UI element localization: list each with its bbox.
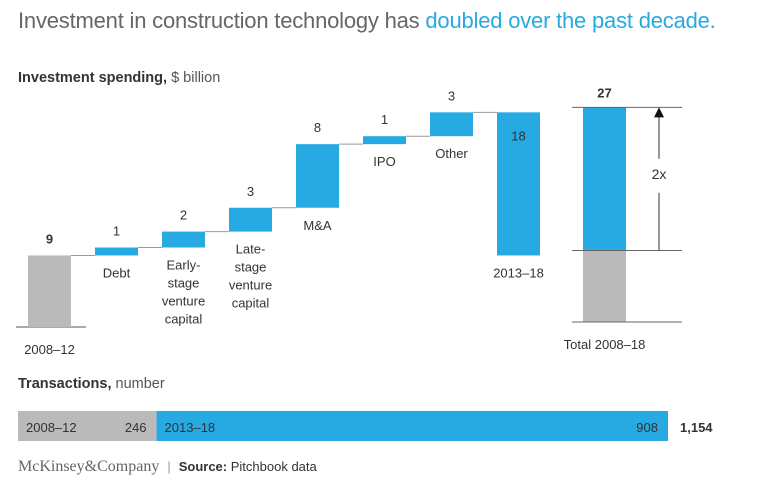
- category-label-step-1: venture: [162, 294, 205, 309]
- bar-step-5: [430, 112, 473, 137]
- bar-step-4: [363, 136, 406, 145]
- transactions-segment-value: 246: [125, 420, 147, 435]
- title-highlight: doubled over the past decade.: [425, 8, 716, 33]
- bar-step-1: [162, 231, 205, 248]
- mckinsey-logo: McKinsey&Company: [18, 458, 160, 475]
- category-label-step-3: M&A: [303, 218, 332, 233]
- bar-2013-18: [497, 112, 540, 256]
- chart-title: Investment in construction technology ha…: [18, 8, 716, 34]
- value-label-step-0: 1: [113, 224, 120, 239]
- source-text: Pitchbook data: [230, 459, 317, 474]
- category-label-step-0: Debt: [103, 265, 131, 280]
- category-label-step-2: capital: [232, 296, 270, 311]
- category-label-step-5: Other: [435, 146, 468, 161]
- category-label-step-1: capital: [165, 312, 203, 327]
- category-label-step-1: Early-: [167, 258, 201, 273]
- value-label-step-4: 1: [381, 112, 388, 127]
- transactions-segment-2013–18: [156, 411, 668, 441]
- transactions-subtitle: Transactions, number: [18, 376, 165, 392]
- bar-2008-12: [28, 255, 71, 327]
- total-category-label: Total 2008–18: [564, 337, 646, 352]
- value-label-step-2: 3: [247, 184, 254, 199]
- transactions-segment-2008–12: [18, 411, 157, 441]
- transactions-segment-value: 908: [636, 420, 658, 435]
- transactions-title: Transactions,: [18, 376, 112, 392]
- footer: McKinsey&Company | Source: Pitchbook data: [18, 458, 317, 475]
- investment-subtitle: Investment spending, $ billion: [18, 70, 220, 86]
- category-label-step-2: stage: [235, 260, 267, 275]
- value-label-step-5: 3: [448, 88, 455, 103]
- bar-step-2: [229, 207, 272, 232]
- value-label-step-1: 2: [180, 208, 187, 223]
- transactions-segment-label: 2013–18: [165, 420, 216, 435]
- source-label: Source:: [178, 459, 228, 474]
- title-text: Investment in construction technology ha…: [18, 8, 426, 33]
- category-label-step-1: stage: [168, 276, 200, 291]
- category-label-2013-18: 2013–18: [493, 265, 544, 280]
- transactions-total: 1,154: [680, 420, 713, 435]
- value-label-2008-12: 9: [46, 231, 53, 246]
- arrow-up-icon: [654, 107, 664, 118]
- total-bar-segment-2013-18: [583, 107, 626, 251]
- growth-annotation: 2x: [652, 166, 667, 182]
- total-bar-segment-2008-12: [583, 250, 626, 322]
- investment-unit: $ billion: [171, 70, 221, 86]
- transactions-unit: number: [115, 376, 165, 392]
- bar-step-0: [95, 247, 138, 256]
- transactions-segment-label: 2008–12: [26, 420, 77, 435]
- total-value-label: 27: [597, 85, 611, 100]
- category-label-step-2: venture: [229, 278, 272, 293]
- investment-title: Investment spending,: [18, 70, 168, 86]
- bar-step-3: [296, 144, 339, 208]
- category-label-step-2: Late-: [236, 242, 266, 257]
- value-label-2013-18: 18: [511, 128, 525, 143]
- category-label-2008-12: 2008–12: [24, 342, 75, 357]
- value-label-step-3: 8: [314, 120, 321, 135]
- category-label-step-4: IPO: [373, 154, 395, 169]
